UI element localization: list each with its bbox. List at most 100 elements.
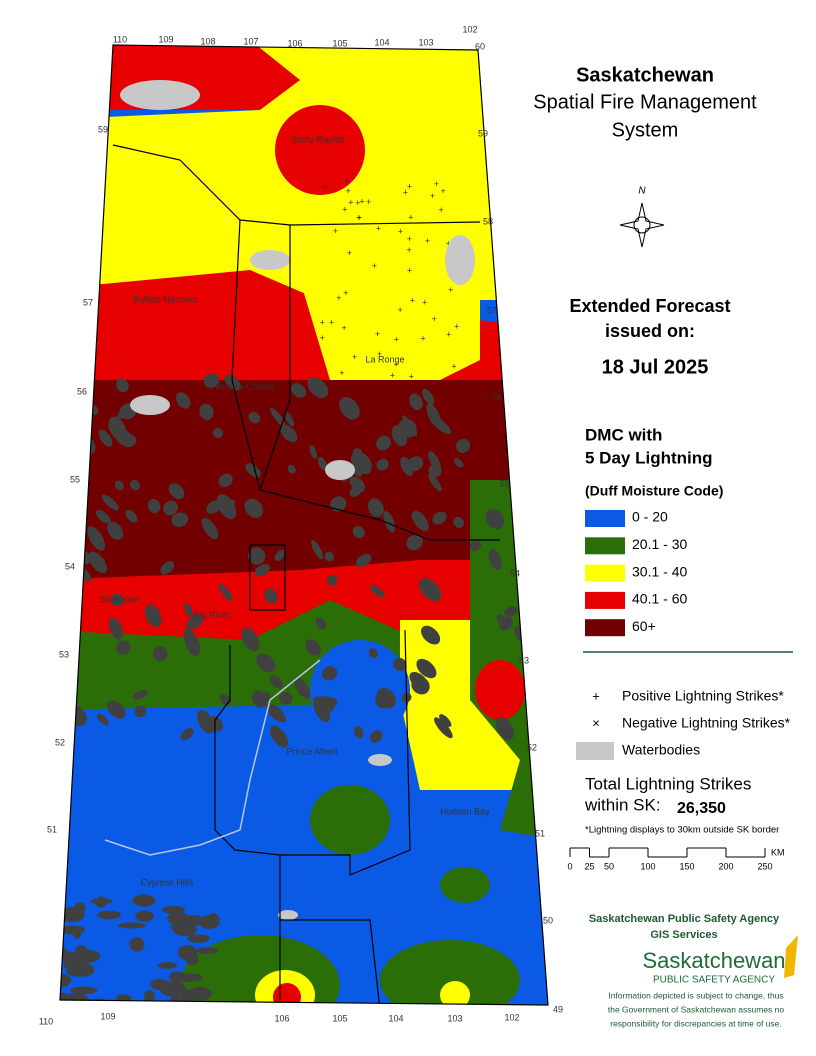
graticule-label: 54: [510, 568, 520, 578]
lightning-cluster: [37, 931, 50, 946]
lightning-strike: +: [333, 226, 338, 236]
lightning-cluster: [117, 922, 146, 929]
north-arrow: N: [619, 186, 665, 248]
disclaimer: responsibility for discrepancies at time…: [610, 1018, 782, 1028]
lightning-strike: +: [322, 182, 327, 192]
lightning-cluster: [421, 625, 441, 645]
place-labels: Stony Rapids Buffalo Narrows Ile-a-la-Cros…: [101, 134, 490, 887]
zone-red: [275, 105, 365, 195]
lightning-cluster: [129, 937, 145, 952]
lightning-cluster: [398, 418, 417, 438]
lightning-strike: +: [336, 293, 341, 303]
place-label: Prince Albert: [286, 746, 338, 756]
legend-label: 30.1 - 40: [632, 563, 687, 579]
lightning-cluster: [339, 397, 360, 420]
lightning-cluster: [504, 606, 518, 617]
title: Saskatchewan: [576, 64, 714, 86]
legend-symbol: ×: [592, 715, 600, 730]
graticule-label: 106: [287, 38, 302, 48]
waterbody: [445, 235, 475, 285]
logo-mark: [784, 935, 798, 978]
lightning-cluster: [245, 463, 261, 478]
lightning-cluster: [455, 438, 471, 453]
lightning-cluster: [376, 435, 391, 451]
lightning-cluster: [132, 894, 156, 907]
lightning-cluster: [199, 403, 214, 420]
lightning-cluster: [393, 657, 407, 672]
lightning-cluster: [113, 428, 135, 448]
graticule-label: 110: [39, 1016, 53, 1026]
legend-subtitle: (Duff Moisture Code): [585, 483, 723, 499]
lightning-strike: +: [355, 198, 360, 208]
lightning-cluster: [66, 588, 81, 605]
lightning-cluster: [368, 498, 384, 518]
lightning-strike: +: [407, 234, 412, 244]
lightning-cluster: [108, 617, 123, 640]
zone-green: [440, 867, 490, 903]
graticule-label: 102: [504, 1012, 519, 1022]
lightning-cluster: [439, 714, 452, 727]
lightning-cluster: [453, 516, 464, 528]
lightning-cluster: [485, 509, 505, 530]
scale-label: 0: [567, 861, 572, 871]
lightning-strike: +: [343, 288, 348, 298]
scale-label: 200: [718, 861, 733, 871]
lightning-cluster: [218, 583, 233, 602]
lightning-strike: +: [434, 179, 439, 189]
graticule-label: 52: [527, 742, 537, 752]
lightning-cluster: [369, 730, 383, 743]
lightning-cluster: [428, 473, 442, 492]
lightning-cluster: [368, 648, 379, 659]
graticule-label: 107: [243, 36, 258, 46]
zone-green: [380, 940, 520, 1005]
lightning-cluster: [36, 946, 47, 960]
lightning-cluster: [116, 378, 129, 393]
lightning-cluster: [132, 690, 148, 700]
lightning-cluster: [241, 627, 260, 652]
lightning-cluster: [142, 999, 160, 1005]
lightning-strike: +: [339, 368, 344, 378]
lightning-cluster: [428, 451, 441, 471]
disclaimer: the Government of Saskatchewan assumes n…: [608, 1004, 785, 1014]
lightning-cluster: [187, 986, 213, 1001]
lightning-strike: +: [345, 176, 350, 186]
total-label: Total Lightning Strikes: [585, 774, 751, 793]
disclaimer: Information depicted is subject to chang…: [608, 990, 783, 1000]
lightning-cluster: [186, 614, 203, 629]
waterbody-swatch: [576, 742, 614, 760]
lightning-cluster: [426, 403, 442, 428]
lightning-cluster: [330, 496, 347, 512]
lightning-strike: +: [329, 317, 334, 327]
lightning-strike: +: [366, 197, 371, 207]
waterbody: [325, 460, 355, 480]
lightning-cluster: [129, 479, 140, 491]
lightning-strike: +: [376, 224, 381, 234]
graticule-label: 109: [100, 1011, 115, 1021]
lightning-cluster: [416, 658, 437, 679]
waterbodies: [120, 80, 475, 920]
lightning-cluster: [294, 677, 311, 699]
lightning-cluster: [142, 913, 153, 921]
scale-label: 150: [679, 861, 694, 871]
lightning-cluster: [116, 994, 132, 1002]
lightning-strike: +: [451, 361, 456, 371]
lightning-cluster: [409, 671, 428, 690]
lightning-cluster: [432, 511, 447, 525]
lightning-cluster: [184, 914, 204, 927]
graticule-label: 56: [492, 392, 502, 402]
graticule-label: 104: [388, 1013, 403, 1023]
lightning-cluster: [152, 646, 168, 662]
scale-bar: 0 25 50 100 150 200 250 KM: [567, 847, 784, 871]
lightning-strike: +: [342, 204, 347, 214]
province-map: + ++++++++++++ +++++++++++++++++++++++++++…: [36, 45, 548, 1005]
legend-label: Positive Lightning Strikes*: [622, 688, 784, 704]
lightning-cluster: [264, 588, 278, 604]
lightning-cluster: [38, 993, 59, 1001]
lightning-strike: +: [357, 213, 362, 223]
lightning-cluster: [184, 603, 194, 618]
legend-swatch: [585, 537, 625, 555]
graticule-label: 53: [59, 649, 69, 659]
graticule-label: 57: [83, 297, 93, 307]
graticule-label: 60: [475, 41, 485, 51]
